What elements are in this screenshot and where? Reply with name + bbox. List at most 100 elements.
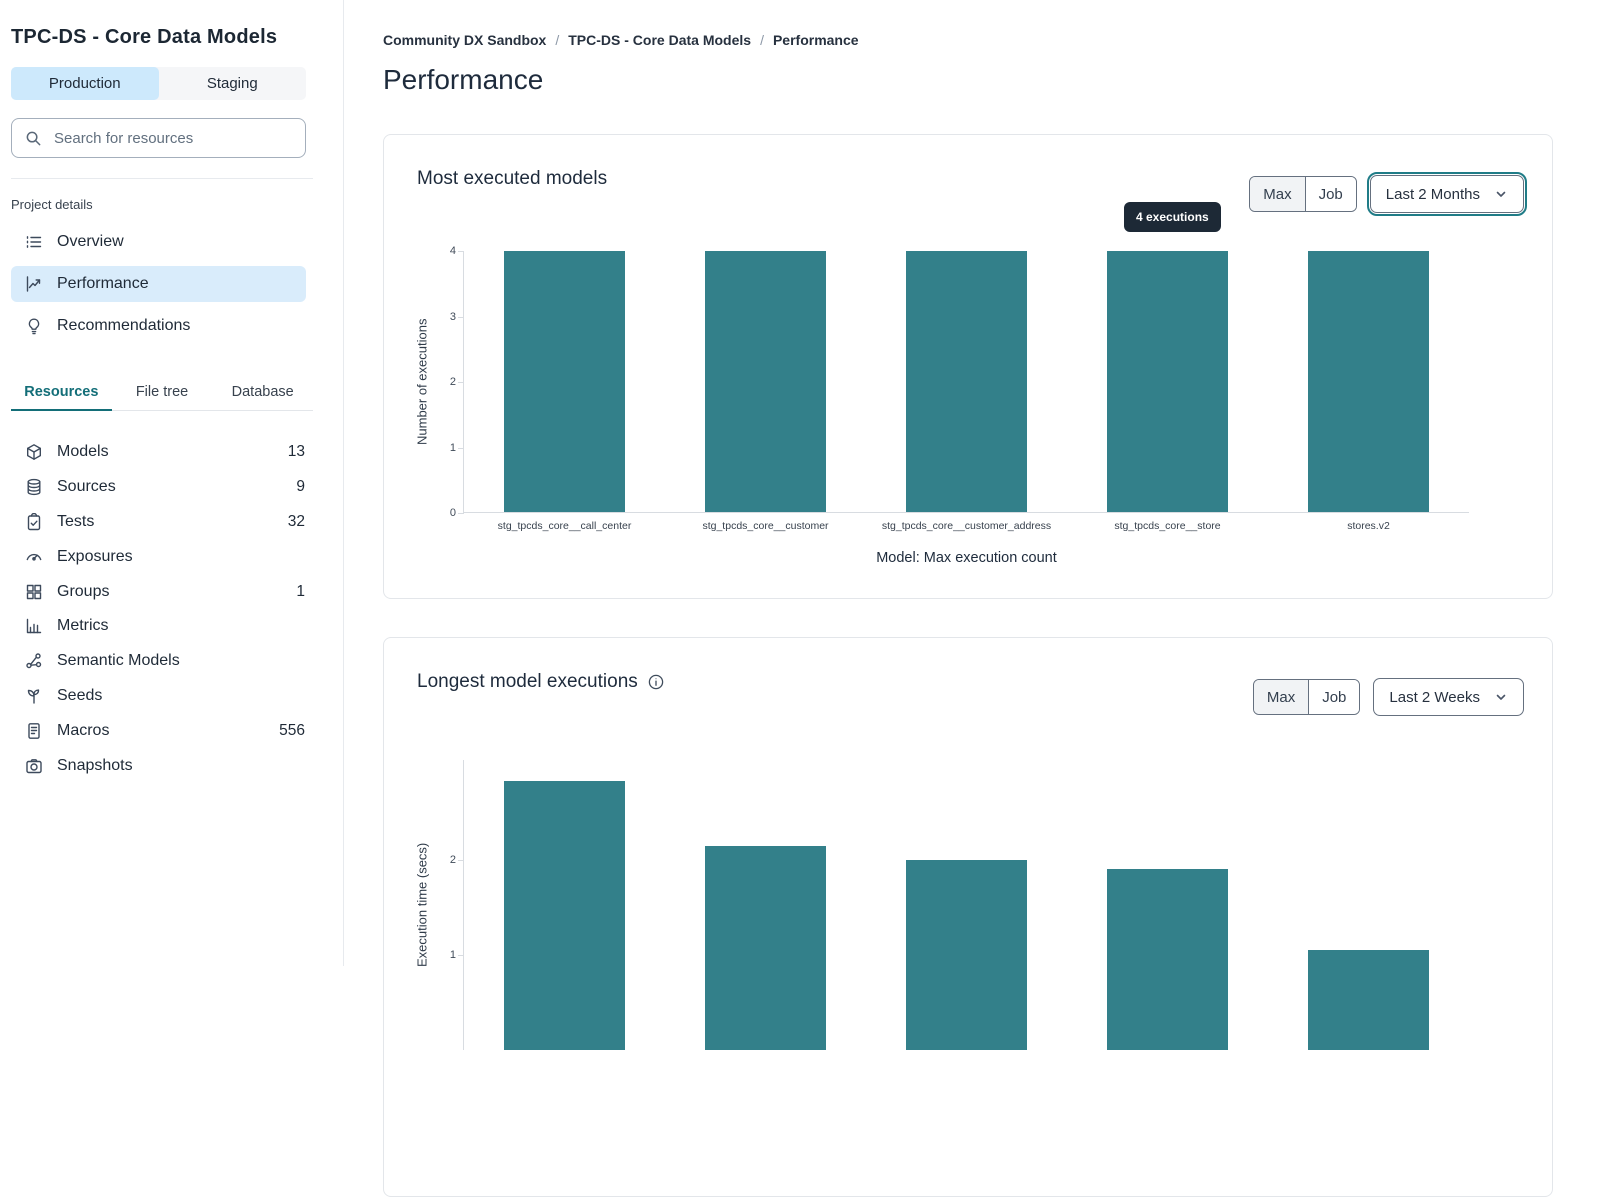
chart-controls: Max Job Last 2 Weeks [1252,678,1524,716]
y-tick-label: 4 [449,245,456,257]
x-tick-label: stg_tpcds_core__store [1114,520,1221,532]
sidebar-item-recommendations[interactable]: Recommendations [11,308,306,344]
resource-row-metrics[interactable]: Metrics [11,609,307,644]
resource-row-models[interactable]: Models 13 [11,435,307,470]
y-tick-label: 3 [449,310,456,323]
database-icon [25,478,43,496]
resource-label: Exposures [57,547,133,565]
resource-list: Models 13 Sources 9 Tests 32 Exposures Groups 1 M… [11,435,307,783]
grid-icon [25,583,43,601]
sidebar-divider [11,178,313,179]
search-icon [24,129,42,147]
job-button[interactable]: Job [1305,177,1356,211]
network-icon [25,652,43,670]
y-tick-label: 1 [449,948,456,961]
resource-count: 9 [296,478,305,496]
resource-label: Tests [57,512,95,530]
resource-label: Metrics [57,617,109,635]
y-tick-label: 1 [449,441,456,454]
bar-2[interactable] [705,845,826,1050]
sidebar-item-overview[interactable]: Overview [11,224,306,260]
time-range-dropdown[interactable]: Last 2 Weeks [1373,678,1524,716]
bar-chart-icon [25,617,43,635]
bar-stg-tpcds-core-store[interactable] [1107,251,1228,512]
lightbulb-icon [25,317,43,335]
chart-title-text: Most executed models [417,168,608,189]
resource-row-groups[interactable]: Groups 1 [11,574,307,609]
resource-label: Sources [57,478,116,496]
y-tick-mark [458,382,464,383]
y-tick-mark [458,316,464,318]
resource-row-exposures[interactable]: Exposures [11,539,307,574]
chevron-down-icon [1492,688,1510,706]
time-range-value: Last 2 Months [1385,185,1480,203]
chart-title: Most executed models [417,168,607,190]
resource-label: Macros [57,721,110,739]
y-tick-mark [458,859,464,861]
resource-label: Semantic Models [57,652,180,670]
time-range-value: Last 2 Weeks [1389,688,1480,706]
y-tick-label: 0 [449,507,456,519]
bar-stg-tpcds-core-customer[interactable] [705,251,826,512]
tab-resources[interactable]: Resources [11,376,112,411]
chart-title: Longest model executions [417,671,665,693]
sprout-icon [25,687,43,705]
bar-4[interactable] [1107,869,1228,1050]
sidebar-item-label: Recommendations [57,317,191,334]
bar-stg-tpcds-core-customer-address[interactable] [906,251,1027,512]
chart-plot: 0 1 2 3 4 stg_tpcds_core__call_center stg_tpcd… [450,245,1469,566]
max-button[interactable]: Max [1250,177,1306,211]
y-tick-mark [458,251,464,252]
camera-icon [25,757,43,775]
breadcrumb: Community DX Sandbox / TPC-DS - Core Data … [383,32,1553,48]
search-box [11,118,306,158]
job-button[interactable]: Job [1309,680,1360,714]
breadcrumb-link[interactable]: TPC-DS - Core Data Models [568,32,752,48]
tab-file-tree[interactable]: File tree [112,376,213,410]
time-range-dropdown[interactable]: Last 2 Months [1366,172,1528,216]
project-details-label: Project details [11,197,93,212]
bar-3[interactable] [906,859,1027,1050]
info-icon[interactable] [647,673,665,691]
resource-count: 556 [279,721,305,739]
resource-row-sources[interactable]: Sources 9 [11,470,307,505]
search-input[interactable] [11,118,306,158]
resource-count: 32 [287,512,305,530]
chart-controls: Max Job Last 2 Months [1249,172,1528,216]
bar-stores-v2[interactable] [1308,251,1429,512]
sidebar: TPC-DS - Core Data Models Production Stag… [0,0,344,966]
chart-line-icon [25,275,43,293]
chart-tooltip: 4 executions [1124,202,1221,232]
y-tick-label: 2 [449,376,456,388]
env-tab-staging[interactable]: Staging [159,67,307,100]
resource-count: 1 [296,582,305,600]
project-nav: Overview Performance Recommendations [11,224,306,344]
environment-toggle: Production Staging [11,67,306,100]
sidebar-item-performance[interactable]: Performance [11,266,306,302]
env-tab-production[interactable]: Production [11,67,159,100]
resource-row-tests[interactable]: Tests 32 [11,505,307,540]
breadcrumb-separator: / [760,32,764,48]
most-executed-models-card: Most executed models Max Job Last 2 Mont… [383,134,1553,599]
x-tick-label: stores.v2 [1347,520,1390,532]
tab-database[interactable]: Database [212,376,313,410]
breadcrumb-link[interactable]: Community DX Sandbox [383,32,547,48]
resource-tabs: Resources File tree Database [11,376,313,411]
resource-label: Seeds [57,686,103,704]
bar-1[interactable] [504,780,625,1050]
breadcrumb-separator: / [555,32,560,48]
y-axis-label: Execution time (secs) [414,842,430,968]
resource-row-snapshots[interactable]: Snapshots [11,748,307,783]
resource-row-macros[interactable]: Macros 556 [11,713,307,748]
x-tick-label: stg_tpcds_core__customer_address [881,520,1052,532]
resource-row-seeds[interactable]: Seeds [11,679,307,714]
x-tick-label: stg_tpcds_core__call_center [497,520,632,532]
max-job-toggle: Max Job [1252,679,1361,715]
max-button[interactable]: Max [1253,680,1310,714]
resource-row-semantic-models[interactable]: Semantic Models [11,644,307,679]
resource-count: 13 [287,443,305,461]
bar-stg-tpcds-core-call-center[interactable] [504,251,625,512]
max-job-toggle: Max Job [1249,176,1357,212]
bar-5[interactable] [1308,950,1429,1050]
